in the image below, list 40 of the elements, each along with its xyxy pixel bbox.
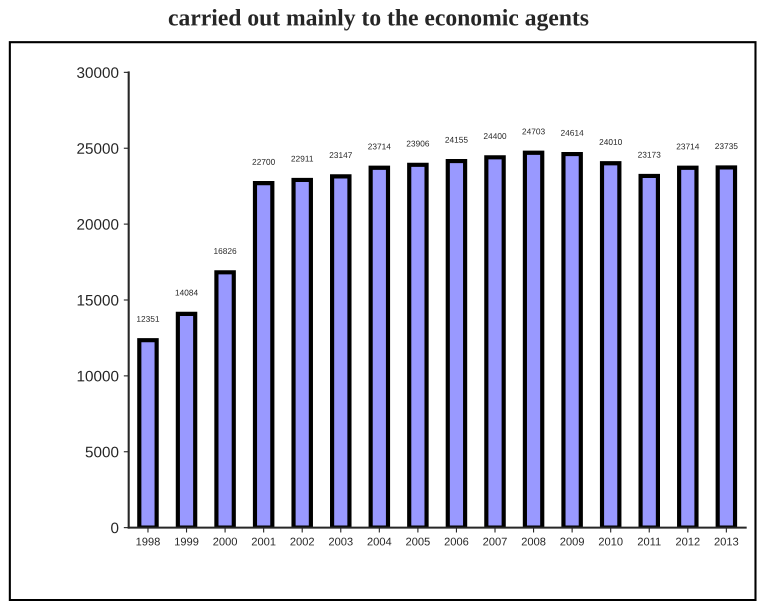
data-label: 23714 [676,144,700,150]
x-tick-label: 2001 [252,538,276,546]
x-tick-label: 2013 [714,538,738,546]
data-label: 16826 [214,248,236,254]
chart-title: carried out mainly to the economic agents [168,9,588,31]
x-tick-label: 2003 [328,538,353,546]
x-tick-label: 2011 [638,538,661,546]
x-tick-label: 2004 [368,538,392,546]
x-tick-label: 1999 [175,538,198,546]
x-tick-label: 2000 [213,538,238,546]
x-tick-label: 2006 [444,538,468,546]
y-tick-label: 10000 [78,370,118,382]
data-label: 24703 [522,128,545,134]
y-tick-label: 0 [111,522,118,534]
x-tick-label: 1998 [136,538,160,546]
data-label: 14084 [176,290,198,296]
y-tick-label: 30000 [77,67,118,78]
data-label: 22911 [291,156,314,162]
y-tick-label: 5000 [86,446,118,458]
y-tick-label: 25000 [77,143,118,154]
y-tick-label: 15000 [78,294,118,306]
x-tick-label: 2007 [483,538,507,546]
y-tick-label: 20000 [77,218,118,230]
x-tick-label: 2010 [598,538,623,546]
data-label: 24400 [484,133,506,140]
x-tick-label: 2012 [676,538,700,546]
data-label: 22700 [252,158,275,165]
data-label: 24155 [445,136,468,143]
x-tick-label: 2005 [406,538,430,546]
data-label: 24010 [600,139,622,145]
x-tick-label: 2008 [522,538,546,546]
data-label: 23173 [638,152,660,158]
data-label: 23714 [368,144,391,150]
data-label: 23147 [330,152,352,158]
data-label: 23906 [406,140,430,147]
x-tick-label: 2009 [560,538,584,546]
data-label: 24614 [560,130,584,136]
data-label: 12351 [137,316,160,322]
data-label: 23735 [715,143,738,150]
x-tick-label: 2002 [290,538,314,546]
